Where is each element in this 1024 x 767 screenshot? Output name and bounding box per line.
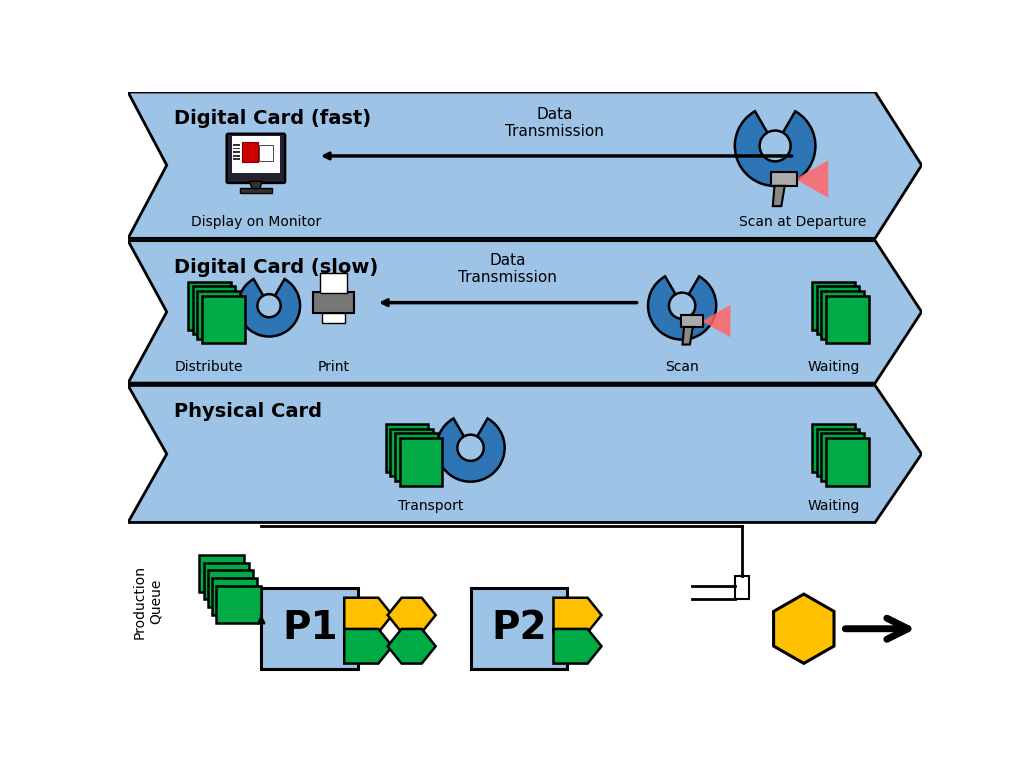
Text: Production
Queue: Production Queue [133,565,163,639]
FancyBboxPatch shape [812,281,855,330]
FancyBboxPatch shape [321,272,346,293]
FancyBboxPatch shape [232,144,240,146]
FancyBboxPatch shape [226,133,285,183]
Text: Scan: Scan [666,360,699,374]
FancyBboxPatch shape [399,438,442,486]
Wedge shape [648,276,716,340]
Polygon shape [554,629,601,663]
FancyBboxPatch shape [200,555,245,592]
FancyBboxPatch shape [208,570,253,607]
FancyBboxPatch shape [821,433,864,481]
Polygon shape [344,597,392,632]
FancyBboxPatch shape [232,151,240,153]
FancyBboxPatch shape [231,137,280,173]
FancyBboxPatch shape [386,424,428,472]
Polygon shape [771,173,797,186]
FancyBboxPatch shape [204,562,249,600]
FancyBboxPatch shape [816,286,859,334]
Polygon shape [128,92,922,239]
Text: Waiting: Waiting [807,499,859,513]
Polygon shape [681,315,703,327]
Polygon shape [773,594,834,663]
FancyBboxPatch shape [812,424,855,472]
FancyBboxPatch shape [390,429,433,476]
Polygon shape [683,327,693,344]
Text: P1: P1 [282,609,338,647]
Wedge shape [735,111,815,186]
Polygon shape [128,241,922,383]
Wedge shape [669,293,695,319]
FancyBboxPatch shape [202,296,245,344]
Text: Data
Transmission: Data Transmission [459,252,557,285]
FancyBboxPatch shape [232,158,240,160]
Polygon shape [388,629,435,663]
FancyBboxPatch shape [232,148,240,150]
Polygon shape [344,629,392,663]
Text: Digital Card (slow): Digital Card (slow) [174,258,379,277]
Text: Physical Card: Physical Card [174,403,323,421]
FancyBboxPatch shape [821,291,864,339]
Text: Display on Monitor: Display on Monitor [190,215,321,229]
Wedge shape [436,419,505,482]
Polygon shape [773,186,784,206]
Polygon shape [703,305,730,337]
FancyBboxPatch shape [826,296,868,344]
FancyBboxPatch shape [322,313,345,323]
Polygon shape [388,597,435,632]
Wedge shape [238,279,300,337]
FancyBboxPatch shape [261,588,358,669]
Polygon shape [797,160,828,198]
FancyBboxPatch shape [212,578,257,615]
FancyBboxPatch shape [258,145,272,161]
Wedge shape [760,130,791,161]
Text: Distribute: Distribute [175,360,244,374]
FancyBboxPatch shape [816,429,859,476]
Text: Waiting: Waiting [807,360,859,374]
Text: Print: Print [317,360,349,374]
FancyBboxPatch shape [232,155,240,156]
FancyBboxPatch shape [198,291,240,339]
Text: Scan at Departure: Scan at Departure [738,215,866,229]
FancyBboxPatch shape [216,586,261,623]
FancyBboxPatch shape [188,281,230,330]
Wedge shape [458,435,483,461]
FancyBboxPatch shape [313,292,353,314]
FancyBboxPatch shape [471,588,567,669]
Text: Digital Card (fast): Digital Card (fast) [174,109,372,128]
Text: Data
Transmission: Data Transmission [505,107,604,139]
Text: P2: P2 [492,609,547,647]
FancyBboxPatch shape [242,143,258,162]
Polygon shape [554,597,601,632]
FancyBboxPatch shape [193,286,236,334]
FancyBboxPatch shape [128,524,922,683]
Polygon shape [250,181,262,190]
Polygon shape [128,385,922,522]
Text: Transport: Transport [397,499,463,513]
FancyBboxPatch shape [735,576,749,600]
Wedge shape [257,295,281,318]
FancyBboxPatch shape [826,438,868,486]
FancyBboxPatch shape [240,189,272,193]
FancyBboxPatch shape [395,433,437,481]
